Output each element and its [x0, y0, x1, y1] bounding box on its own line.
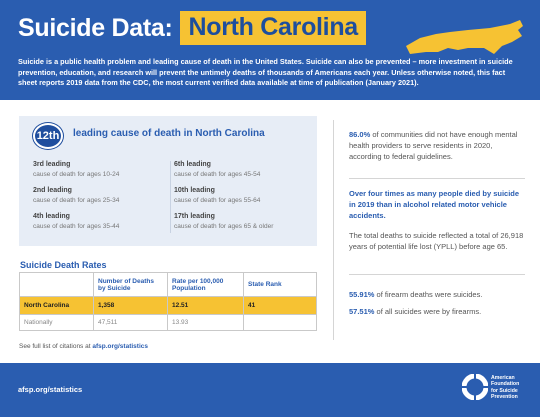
intro-paragraph: Suicide is a public health problem and l…	[18, 57, 513, 87]
section-divider	[349, 274, 525, 275]
table-row: North Carolina 1,358 12.51 41	[19, 296, 317, 315]
stat-value: 55.91%	[349, 290, 375, 299]
table-cell: 47,511	[93, 314, 168, 331]
stat-ypll: The total deaths to suicide reflected a …	[349, 231, 524, 251]
leading-item-rank: 3rd leading	[33, 161, 71, 168]
north-carolina-map-icon	[406, 20, 523, 54]
logo-line: Prevention	[491, 393, 518, 400]
stat-firearm-suicides: 57.51% of all suicides were by firearms.	[349, 306, 525, 317]
table-cell: 13.93	[167, 314, 244, 331]
table-header-row: Number of Deaths by Suicide Rate per 100…	[19, 272, 317, 297]
leading-item-desc: cause of death for ages 10-24	[33, 171, 120, 178]
leading-item-rank: 4th leading	[33, 213, 70, 220]
leading-item-desc: cause of death for ages 45-54	[174, 171, 261, 178]
leading-item: 6th leading cause of death for ages 45-5…	[174, 161, 314, 178]
citations-prefix: See full list of citations at	[19, 343, 91, 350]
citations-note: See full list of citations at afsp.org/s…	[19, 343, 148, 350]
table-row: Nationally 47,511 13.93	[19, 314, 317, 331]
leading-item-desc: cause of death for ages 65 & older	[174, 223, 274, 230]
logo-line: Foundation	[491, 381, 520, 388]
leading-item: 3rd leading cause of death for ages 10-2…	[33, 161, 173, 178]
section-divider	[349, 178, 525, 179]
state-rank-badge: 12th	[33, 123, 63, 149]
stat-text: of all suicides were by firearms.	[376, 307, 482, 316]
leading-item: 4th leading cause of death for ages 35-4…	[33, 213, 173, 230]
death-rates-title: Suicide Death Rates	[20, 260, 107, 270]
logo-line: American	[491, 375, 515, 381]
leading-item-desc: cause of death for ages 35-44	[33, 223, 120, 230]
stat-headline: Over four times as many people died by s…	[349, 189, 520, 220]
leading-item-rank: 6th leading	[174, 161, 211, 168]
footer-banner: afsp.org/statistics American Foundation …	[0, 363, 540, 417]
stat-text: of communities did not have enough menta…	[349, 130, 518, 161]
column-divider	[170, 161, 171, 233]
table-cell: Nationally	[19, 314, 94, 331]
table-header-cell	[19, 272, 94, 297]
leading-cause-panel: 12th leading cause of death in North Car…	[19, 116, 317, 246]
citations-link[interactable]: afsp.org/statistics	[92, 343, 148, 350]
state-name-badge: North Carolina	[180, 11, 366, 45]
leading-cause-title: leading cause of death in North Carolina	[73, 128, 265, 139]
stat-providers: 86.0% of communities did not have enough…	[349, 129, 525, 162]
page-title: Suicide Data: North Carolina	[18, 11, 366, 45]
table-cell	[243, 314, 317, 331]
leading-item-desc: cause of death for ages 25-34	[33, 197, 120, 204]
stat-value: 57.51%	[349, 307, 375, 316]
leading-item-desc: cause of death for ages 55-64	[174, 197, 261, 204]
table-header-cell: Number of Deaths by Suicide	[93, 272, 168, 297]
footer-url-link[interactable]: afsp.org/statistics	[18, 385, 83, 394]
leading-item: 10th leading cause of death for ages 55-…	[174, 187, 314, 204]
leading-item-rank: 2nd leading	[33, 187, 72, 194]
leading-item-rank: 10th leading	[174, 187, 215, 194]
death-rates-table: Number of Deaths by Suicide Rate per 100…	[19, 272, 317, 331]
table-cell: 41	[243, 296, 317, 315]
stat-firearm-deaths: 55.91% of firearm deaths were suicides.	[349, 289, 525, 300]
table-header-cell: Rate per 100,000 Population	[167, 272, 244, 297]
stat-text: of firearm deaths were suicides.	[376, 290, 483, 299]
table-header-cell: State Rank	[243, 272, 317, 297]
table-cell: 1,358	[93, 296, 168, 315]
logo-line: for Suicide	[491, 387, 518, 394]
vertical-divider	[333, 120, 334, 340]
title-text: Suicide Data:	[18, 13, 173, 42]
table-cell: North Carolina	[19, 296, 94, 315]
leading-item-rank: 17th leading	[174, 213, 215, 220]
leading-item: 17th leading cause of death for ages 65 …	[174, 213, 314, 230]
afsp-lifesaver-logo-icon	[462, 374, 488, 400]
leading-item: 2nd leading cause of death for ages 25-3…	[33, 187, 173, 204]
header-banner: Suicide Data: North Carolina Suicide is …	[0, 0, 540, 100]
table-cell: 12.51	[167, 296, 244, 315]
stat-value: 86.0%	[349, 130, 371, 139]
afsp-logo-text: American Foundation for Suicide Preventi…	[491, 375, 519, 400]
